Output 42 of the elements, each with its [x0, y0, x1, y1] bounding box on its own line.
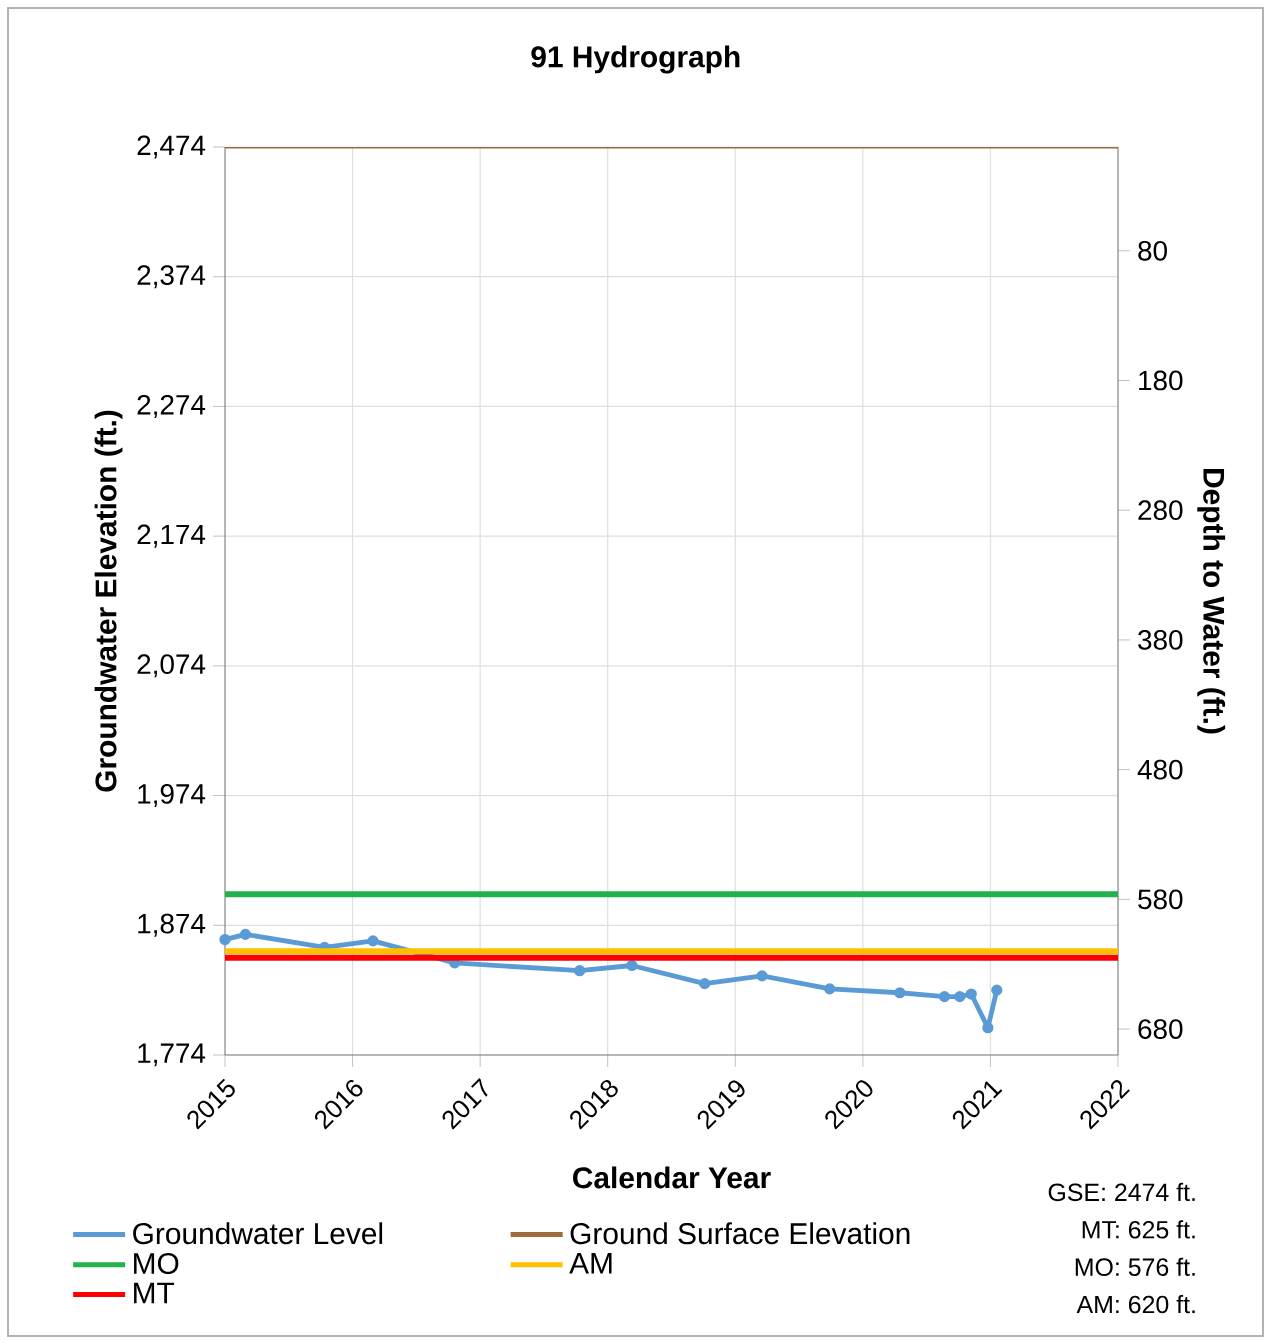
- legend-label: AM: [569, 1253, 612, 1274]
- point: [626, 959, 638, 972]
- point: [982, 1022, 994, 1034]
- legend-label: MT: [134, 1282, 175, 1304]
- y-tick-label: 1,974: [138, 784, 206, 808]
- point: [219, 933, 231, 946]
- point: [756, 970, 768, 982]
- y-tick-label: 2,074: [137, 654, 206, 678]
- text: MT: 625 ft.: [1082, 1220, 1195, 1239]
- legend-label: Groundwater Level: [133, 1222, 383, 1245]
- y2-tick-label: 680: [1138, 1019, 1183, 1039]
- y2-tick-label: 480: [1137, 759, 1183, 780]
- point: [965, 988, 977, 1000]
- x-axis-title: Calendar Year: [573, 1166, 771, 1189]
- y-tick-label: 1,774: [138, 1043, 206, 1067]
- point: [938, 991, 951, 1003]
- point: [367, 935, 379, 947]
- y2-tick-label: 180: [1139, 370, 1183, 391]
- point: [574, 965, 586, 977]
- y2-tick-label: 80: [1138, 240, 1167, 261]
- text: AM: 620 ft.: [1076, 1295, 1195, 1314]
- y2-tick-label: 280: [1138, 500, 1183, 521]
- y2-axis-title: Depth to Water (ft.): [1197, 469, 1226, 734]
- legend-label: MO: [134, 1252, 179, 1275]
- text: GSE: 2474 ft.: [1048, 1182, 1195, 1202]
- point: [699, 978, 711, 990]
- y-tick-label: 2,274: [137, 394, 206, 418]
- point: [894, 987, 906, 999]
- point: [824, 983, 836, 995]
- point: [991, 984, 1003, 996]
- y2-tick-label: 580: [1138, 889, 1183, 910]
- point: [954, 991, 966, 1003]
- y2-tick-label: 380: [1138, 630, 1183, 650]
- legend-label: Ground Surface Elevation: [570, 1222, 910, 1245]
- y-tick-label: 2,174: [137, 524, 206, 548]
- chart-title: 91 Hydrograph: [531, 45, 740, 74]
- y-tick-label: 2,474: [137, 135, 206, 159]
- y-tick-label: 1,874: [138, 913, 206, 937]
- y-axis-title: Groundwater Elevation (ft.): [94, 410, 123, 792]
- text: MO: 576 ft.: [1075, 1257, 1195, 1276]
- y-tick-label: 2,374: [137, 265, 206, 289]
- point: [239, 928, 252, 940]
